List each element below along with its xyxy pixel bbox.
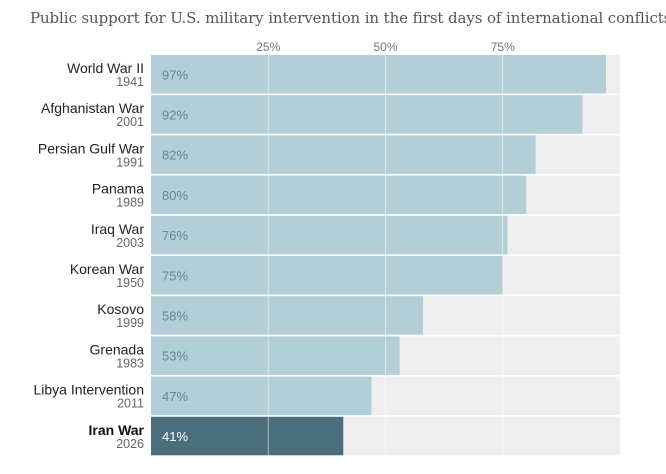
category-label: Afghanistan War: [41, 100, 144, 116]
tick-label: 75%: [491, 40, 515, 54]
bar: [151, 175, 527, 215]
value-label: 53%: [162, 349, 188, 364]
chart-title: Public support for U.S. military interve…: [30, 9, 666, 27]
year-label: 1941: [116, 75, 144, 89]
bar: [151, 296, 424, 335]
category-label: Korean War: [70, 261, 145, 277]
value-label: 97%: [162, 67, 188, 82]
bar: [151, 55, 606, 94]
value-label: 41%: [162, 429, 188, 444]
value-label: 80%: [162, 188, 188, 203]
bar: [151, 135, 536, 174]
category-label: Grenada: [90, 341, 145, 357]
category-label: World War II: [67, 60, 144, 76]
category-label: Libya Intervention: [33, 382, 144, 398]
value-label: 92%: [162, 107, 188, 122]
year-label: 2026: [116, 437, 144, 451]
year-label: 1999: [116, 316, 144, 330]
bar-highlight: [151, 416, 344, 456]
value-label: 47%: [162, 389, 188, 404]
category-label: Persian Gulf War: [38, 140, 144, 156]
bar: [151, 336, 400, 375]
year-label: 2011: [117, 397, 144, 411]
bar: [151, 376, 372, 416]
value-label: 58%: [162, 308, 188, 323]
category-label: Panama: [92, 181, 144, 197]
bar: [151, 215, 508, 255]
category-label: Iraq War: [91, 221, 144, 237]
category-label: Kosovo: [97, 301, 144, 317]
bar: [151, 256, 503, 295]
tick-label: 25%: [256, 40, 280, 54]
value-label: 76%: [162, 228, 188, 243]
year-label: 1950: [116, 276, 144, 290]
year-label: 2003: [116, 236, 144, 250]
year-label: 2001: [116, 115, 144, 129]
bar: [151, 95, 583, 134]
year-label: 1991: [116, 155, 144, 169]
year-label: 1989: [116, 196, 144, 210]
tick-label: 50%: [373, 40, 397, 54]
year-label: 1983: [116, 356, 144, 370]
value-label: 82%: [162, 148, 188, 163]
category-label: Iran War: [89, 422, 145, 438]
value-label: 75%: [162, 268, 188, 283]
